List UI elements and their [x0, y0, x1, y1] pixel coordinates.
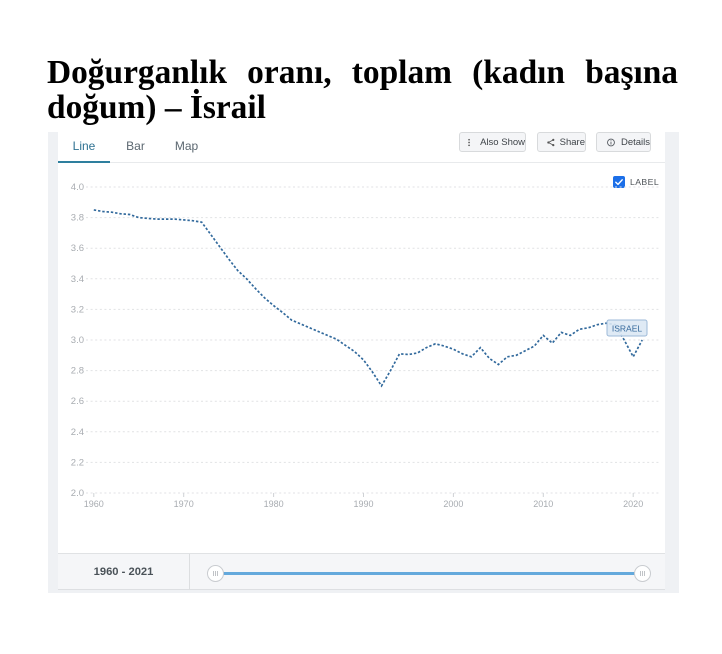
svg-text:3.2: 3.2: [71, 304, 84, 315]
svg-text:3.6: 3.6: [71, 243, 84, 254]
svg-text:3.8: 3.8: [71, 213, 84, 224]
svg-text:2.6: 2.6: [71, 396, 84, 407]
svg-text:2.8: 2.8: [71, 366, 84, 377]
svg-text:1970: 1970: [174, 499, 194, 509]
svg-text:1990: 1990: [353, 499, 373, 509]
svg-text:1980: 1980: [264, 499, 284, 509]
svg-text:4.0: 4.0: [71, 182, 84, 193]
svg-text:2020: 2020: [623, 499, 643, 509]
svg-text:2.2: 2.2: [71, 457, 84, 468]
svg-text:1960: 1960: [84, 499, 104, 509]
svg-text:3.0: 3.0: [71, 335, 84, 346]
svg-text:2010: 2010: [533, 499, 553, 509]
svg-text:ISRAEL: ISRAEL: [612, 324, 643, 334]
svg-text:3.4: 3.4: [71, 274, 84, 285]
svg-text:2000: 2000: [443, 499, 463, 509]
svg-text:2.4: 2.4: [71, 427, 84, 438]
svg-text:2.0: 2.0: [71, 488, 84, 499]
